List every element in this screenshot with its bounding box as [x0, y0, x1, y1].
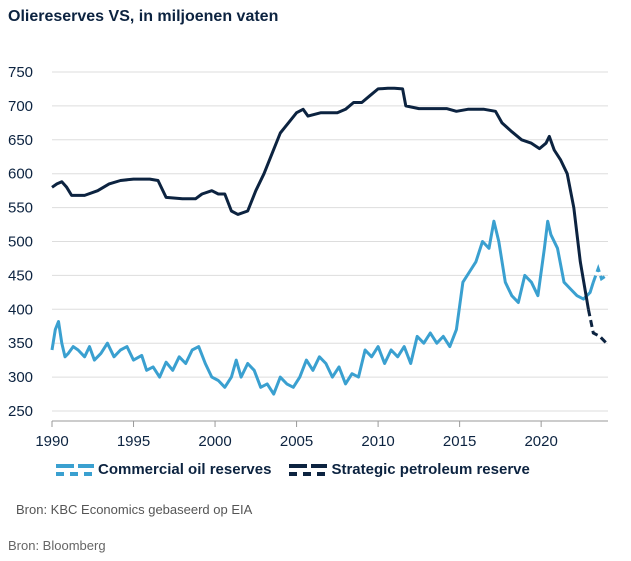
- y-tick-label-500: 500: [8, 234, 33, 251]
- chart-title: Oliereserves VS, in miljoenen vaten: [8, 8, 279, 25]
- legend-item-strategic: Strategic petroleum reserve: [289, 461, 530, 478]
- series-forecast-strategic: [586, 308, 608, 345]
- legend: Commercial oil reserves Strategic petrol…: [56, 461, 548, 478]
- series-line-commercial: [50, 219, 595, 396]
- series-forecast-commercial: [591, 263, 608, 283]
- x-tick-label-1995: 1995: [117, 433, 150, 450]
- y-tick-label-750: 750: [8, 64, 33, 81]
- gridlines: [52, 71, 608, 412]
- y-tick-label-300: 300: [8, 369, 33, 386]
- source-note-bloomberg: Bron: Bloomberg: [8, 538, 106, 553]
- y-tick-label-450: 450: [8, 267, 33, 284]
- x-tick-label-1990: 1990: [35, 433, 68, 450]
- legend-swatch-strategic: [289, 463, 328, 476]
- y-axis-tick-labels: 250 300 350 400 450 500 550 600 650 700 750: [8, 64, 33, 420]
- y-tick-label-700: 700: [8, 98, 33, 115]
- y-tick-label-350: 350: [8, 335, 33, 352]
- y-tick-label-250: 250: [8, 403, 33, 420]
- y-tick-label-550: 550: [8, 200, 33, 217]
- legend-label-commercial: Commercial oil reserves: [98, 461, 272, 478]
- x-tick-label-2015: 2015: [443, 433, 476, 450]
- series-line-strategic: [51, 86, 590, 310]
- x-axis: 1990 1995 2000 2005 2010 2015 2020: [35, 420, 608, 450]
- legend-label-strategic: Strategic petroleum reserve: [331, 461, 530, 478]
- source-note-kbc: Bron: KBC Economics gebaseerd op EIA: [16, 502, 253, 517]
- y-tick-label-400: 400: [8, 301, 33, 318]
- y-tick-label-600: 600: [8, 166, 33, 183]
- x-tick-label-2020: 2020: [524, 433, 557, 450]
- legend-swatch-commercial: [56, 463, 94, 476]
- series-lines: [50, 86, 608, 396]
- y-tick-label-650: 650: [8, 132, 33, 149]
- x-tick-label-2000: 2000: [198, 433, 231, 450]
- legend-item-commercial: Commercial oil reserves: [56, 461, 271, 478]
- x-tick-label-2010: 2010: [361, 433, 394, 450]
- x-tick-label-2005: 2005: [280, 433, 313, 450]
